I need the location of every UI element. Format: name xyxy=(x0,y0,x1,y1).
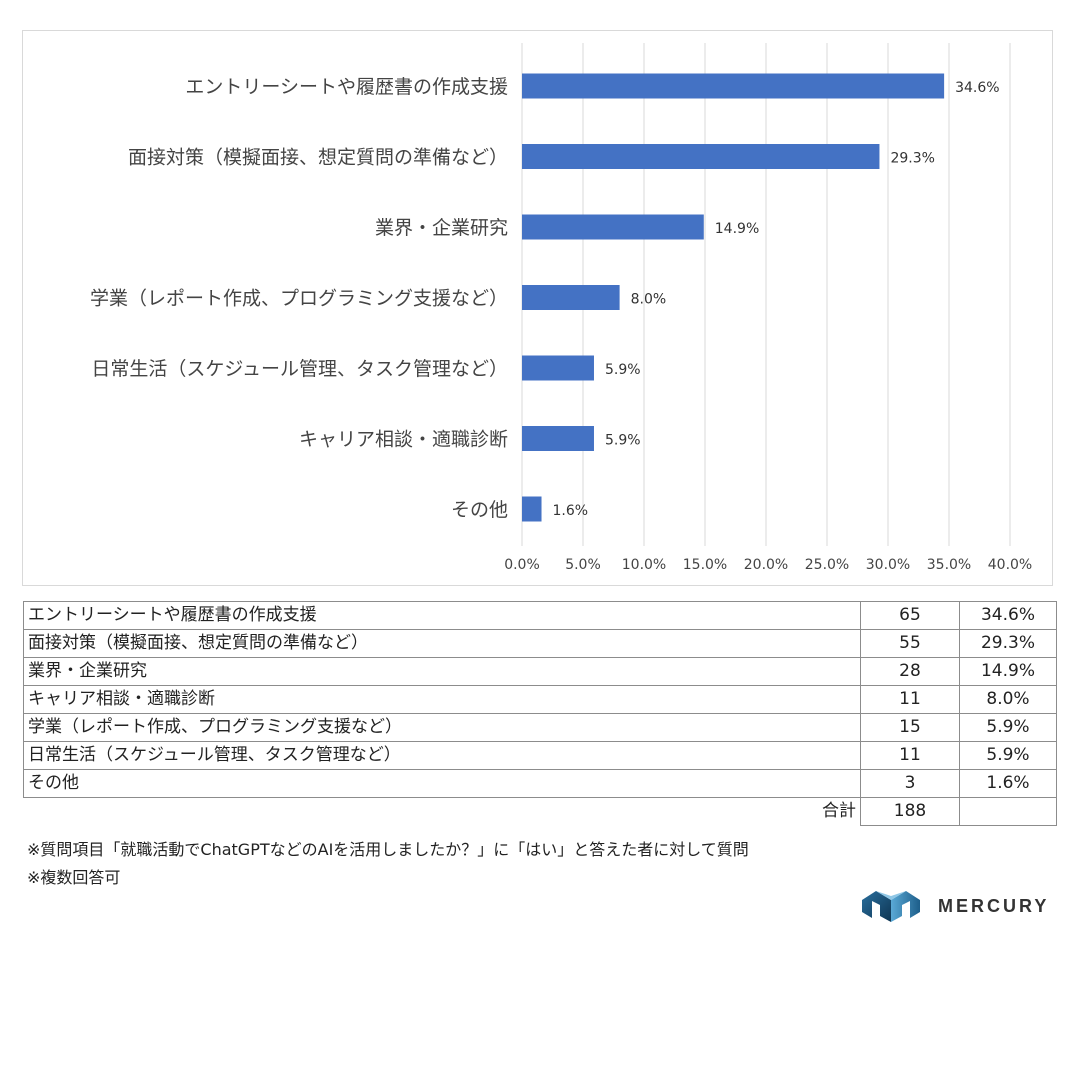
table-row: エントリーシートや履歴書の作成支援 65 34.6% xyxy=(23,601,1057,630)
data-label: 8.0% xyxy=(631,292,667,308)
row-percent: 1.6% xyxy=(959,769,1057,798)
row-percent: 34.6% xyxy=(959,601,1057,630)
survey-note: ※質問項目「就職活動でChatGPTなどのAIを活用しましたか？」に「はい」と答… xyxy=(27,840,749,859)
row-label: その他 xyxy=(23,769,861,798)
x-tick-label: 30.0% xyxy=(866,557,910,573)
table-row: 面接対策（模擬面接、想定質問の準備など） 55 29.3% xyxy=(23,629,1057,658)
chart-container: エントリーシートや履歴書の作成支援 34.6% 面接対策（模擬面接、想定質問の準備な… xyxy=(22,30,1053,586)
row-count: 11 xyxy=(860,741,960,770)
data-label: 5.9% xyxy=(605,433,641,449)
x-tick-label: 0.0% xyxy=(504,557,540,573)
data-label: 1.6% xyxy=(553,503,589,519)
category-label: 業界・企業研究 xyxy=(375,217,508,239)
data-label: 34.6% xyxy=(955,80,999,96)
category-label: 学業（レポート作成、プログラミング支援など） xyxy=(90,288,508,310)
table-row: 日常生活（スケジュール管理、タスク管理など） 11 5.9% xyxy=(23,741,1057,770)
x-tick-label: 15.0% xyxy=(683,557,727,573)
row-percent: 5.9% xyxy=(959,713,1057,742)
category-label: その他 xyxy=(451,499,508,521)
data-label: 29.3% xyxy=(890,151,934,167)
bar xyxy=(522,285,620,310)
mercury-logo-text: MERCURY xyxy=(938,896,1050,916)
table-row: その他 3 1.6% xyxy=(23,769,1057,798)
x-tick-label: 40.0% xyxy=(988,557,1032,573)
bar xyxy=(522,73,945,99)
row-count: 3 xyxy=(860,769,960,798)
row-count: 65 xyxy=(860,601,960,630)
bar-chart: エントリーシートや履歴書の作成支援 34.6% 面接対策（模擬面接、想定質問の準備な… xyxy=(90,43,1032,573)
category-label: キャリア相談・適職診断 xyxy=(299,429,508,451)
bar xyxy=(522,144,880,169)
row-percent: 29.3% xyxy=(959,629,1057,658)
category-label: 面接対策（模擬面接、想定質問の準備など） xyxy=(128,147,508,169)
x-tick-label: 10.0% xyxy=(622,557,666,573)
category-label: エントリーシートや履歴書の作成支援 xyxy=(185,76,508,98)
category-label: 日常生活（スケジュール管理、タスク管理など） xyxy=(91,358,508,380)
total-row: 合計 188 xyxy=(23,797,1057,826)
multiple-answer-note: ※複数回答可 xyxy=(27,868,121,887)
total-label: 合計 xyxy=(23,797,861,826)
data-table: エントリーシートや履歴書の作成支援 65 34.6% 面接対策（模擬面接、想定質問の準… xyxy=(23,601,1057,826)
x-tick-label: 5.0% xyxy=(565,557,601,573)
bar xyxy=(522,426,594,451)
row-percent: 5.9% xyxy=(959,741,1057,770)
table-row: 学業（レポート作成、プログラミング支援など） 15 5.9% xyxy=(23,713,1057,742)
data-label: 14.9% xyxy=(715,221,759,237)
row-label: エントリーシートや履歴書の作成支援 xyxy=(23,601,861,630)
x-tick-label: 35.0% xyxy=(927,557,971,573)
row-percent: 14.9% xyxy=(959,657,1057,686)
total-count: 188 xyxy=(860,797,960,826)
row-count: 11 xyxy=(860,685,960,714)
row-count: 28 xyxy=(860,657,960,686)
table-row: 業界・企業研究 28 14.9% xyxy=(23,657,1057,686)
x-tick-label: 20.0% xyxy=(744,557,788,573)
row-label: 面接対策（模擬面接、想定質問の準備など） xyxy=(23,629,861,658)
bar xyxy=(522,496,542,522)
total-percent xyxy=(959,797,1057,826)
bar xyxy=(522,214,704,240)
row-count: 15 xyxy=(860,713,960,742)
bar xyxy=(522,355,594,381)
mercury-logo: MERCURY xyxy=(860,888,1060,926)
mercury-logo-icon xyxy=(862,891,920,922)
row-label: キャリア相談・適職診断 xyxy=(23,685,861,714)
row-count: 55 xyxy=(860,629,960,658)
row-percent: 8.0% xyxy=(959,685,1057,714)
row-label: 業界・企業研究 xyxy=(23,657,861,686)
row-label: 日常生活（スケジュール管理、タスク管理など） xyxy=(23,741,861,770)
table-row: キャリア相談・適職診断 11 8.0% xyxy=(23,685,1057,714)
row-label: 学業（レポート作成、プログラミング支援など） xyxy=(23,713,861,742)
data-label: 5.9% xyxy=(605,362,641,378)
x-tick-label: 25.0% xyxy=(805,557,849,573)
